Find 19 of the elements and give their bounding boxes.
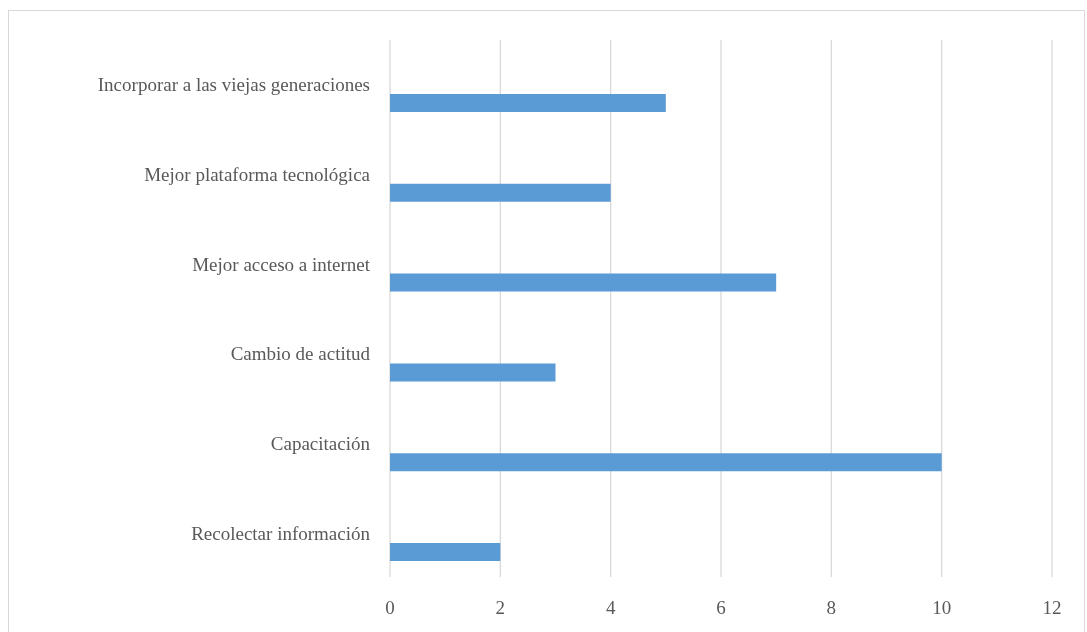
bar (390, 273, 777, 292)
y-tick-label: Mejor plataforma tecnológica (144, 163, 371, 185)
y-tick-label: Cambio de actitud (230, 343, 371, 365)
x-tick-label: 12 (1042, 597, 1062, 619)
bar (390, 93, 666, 112)
bar (390, 183, 611, 202)
x-tick-label: 0 (385, 597, 395, 619)
x-tick-label: 8 (826, 597, 837, 619)
x-tick-label: 6 (716, 597, 726, 619)
bar (390, 453, 942, 472)
y-tick-label: Capacitación (270, 433, 371, 455)
x-tick-label: 4 (605, 597, 616, 619)
x-tick-label: 10 (932, 597, 952, 619)
bar (390, 543, 501, 562)
y-tick-label: Mejor acceso a internet (192, 253, 371, 275)
bar (390, 363, 556, 382)
x-tick-label: 2 (495, 597, 506, 619)
y-tick-label: Recolectar información (191, 523, 371, 545)
y-tick-label: Incorporar a las viejas generaciones (97, 73, 370, 95)
